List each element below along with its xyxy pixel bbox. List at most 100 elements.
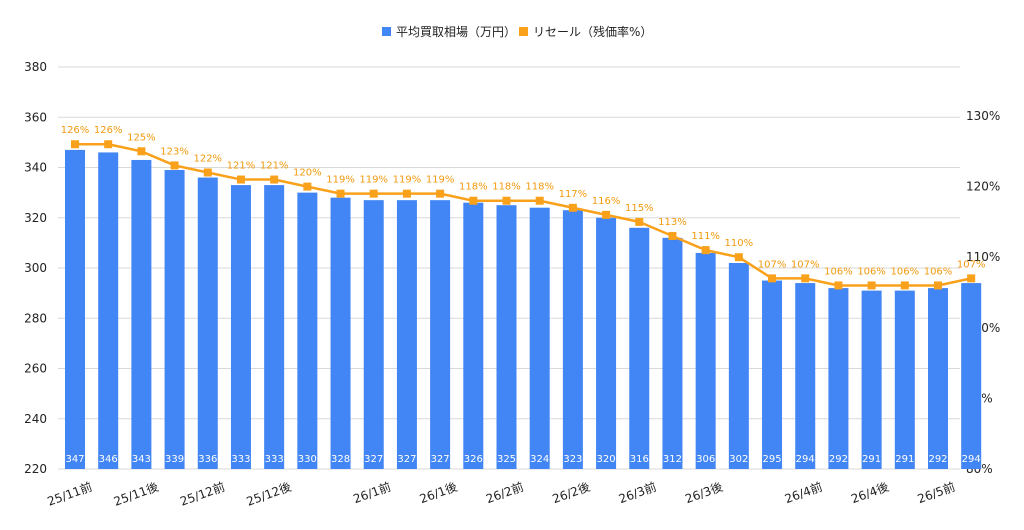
line-data-label: 125% <box>127 132 156 143</box>
bar[interactable] <box>562 210 583 469</box>
x-axis-tick-label: 26/5前 <box>915 479 957 506</box>
bar[interactable] <box>396 200 417 469</box>
line-data-label: 106% <box>857 266 886 277</box>
bar[interactable] <box>961 283 982 469</box>
x-axis-tick-label: 25/11前 <box>45 479 94 509</box>
bar[interactable] <box>728 262 749 469</box>
line-point[interactable] <box>801 274 810 283</box>
bar-data-label: 292 <box>928 454 947 465</box>
line-point[interactable] <box>967 274 976 283</box>
bar[interactable] <box>463 202 484 470</box>
bar[interactable] <box>795 283 816 469</box>
bar[interactable] <box>363 200 384 469</box>
bar[interactable] <box>894 290 915 469</box>
bar[interactable] <box>230 185 251 469</box>
line-data-label: 118% <box>459 182 488 193</box>
bar[interactable] <box>430 200 451 469</box>
bar[interactable] <box>330 197 351 469</box>
line-point[interactable] <box>170 161 179 170</box>
bar[interactable] <box>861 290 882 469</box>
bar-data-label: 294 <box>962 454 981 465</box>
line-point[interactable] <box>934 281 942 290</box>
bar-data-label: 316 <box>630 454 649 465</box>
x-axis-tick-label: 25/12後 <box>245 480 294 509</box>
line-point[interactable] <box>203 168 212 177</box>
bar[interactable] <box>662 237 683 469</box>
line-point[interactable] <box>236 175 245 184</box>
line-point[interactable] <box>369 189 378 198</box>
line-data-label: 107% <box>758 259 787 270</box>
bar[interactable] <box>197 177 218 470</box>
line-data-label: 118% <box>525 182 554 193</box>
bar[interactable] <box>629 227 650 469</box>
line-point[interactable] <box>734 253 743 262</box>
line-point[interactable] <box>436 189 445 198</box>
bar-data-label: 328 <box>331 454 350 465</box>
line-data-label: 106% <box>924 266 953 277</box>
line-point[interactable] <box>701 246 710 255</box>
line-point[interactable] <box>602 210 611 219</box>
line-point[interactable] <box>104 140 113 149</box>
bar-data-label: 312 <box>663 454 682 465</box>
bar[interactable] <box>131 159 152 469</box>
line-point[interactable] <box>137 147 146 156</box>
line-point[interactable] <box>336 189 345 198</box>
bar-data-label: 320 <box>597 454 616 465</box>
y-axis-tick-label: 300 <box>24 261 47 275</box>
legend-swatch-bars <box>382 27 391 36</box>
line-point[interactable] <box>402 189 411 198</box>
y2-axis-tick-label: 110% <box>966 250 1000 264</box>
x-axis-tick-label: 25/11後 <box>112 480 161 509</box>
x-axis-tick-label: 25/12前 <box>178 479 227 509</box>
line-point[interactable] <box>270 175 279 184</box>
line-point[interactable] <box>502 196 511 205</box>
bar[interactable] <box>98 152 119 470</box>
bar-data-label: 295 <box>762 454 781 465</box>
bar[interactable] <box>928 288 948 469</box>
line-point[interactable] <box>834 281 843 290</box>
bar-data-label: 292 <box>829 454 848 465</box>
line-data-label: 126% <box>94 125 123 136</box>
line-point[interactable] <box>668 232 677 241</box>
line-data-label: 120% <box>293 168 322 179</box>
line-data-label: 110% <box>725 238 754 249</box>
line-point[interactable] <box>535 196 544 205</box>
bar[interactable] <box>529 207 550 469</box>
y-axis-tick-label: 320 <box>24 211 47 225</box>
line-point[interactable] <box>469 196 478 205</box>
y-axis-tick-label: 380 <box>24 60 47 74</box>
bar[interactable] <box>496 205 517 469</box>
line-point[interactable] <box>867 281 876 290</box>
x-axis-tick-label: 26/2後 <box>551 480 592 506</box>
bar[interactable] <box>164 170 185 469</box>
line-data-label: 107% <box>957 259 986 270</box>
y-axis-tick-label: 260 <box>24 362 47 376</box>
line-point[interactable] <box>635 217 644 226</box>
bar[interactable] <box>297 192 318 469</box>
legend: 平均買取相場（万円） リセール（残価率%） <box>382 24 652 39</box>
bar[interactable] <box>264 185 285 469</box>
line-point[interactable] <box>568 203 577 212</box>
bar[interactable] <box>828 288 849 469</box>
line-data-label: 118% <box>492 182 521 193</box>
line-point[interactable] <box>900 281 909 290</box>
line-point[interactable] <box>71 140 79 149</box>
line-data-label: 119% <box>359 175 388 186</box>
bar-data-label: 324 <box>530 454 549 465</box>
bar[interactable] <box>65 149 85 469</box>
bar[interactable] <box>762 280 783 469</box>
bar-data-label: 346 <box>99 454 118 465</box>
bar-data-label: 325 <box>497 454 516 465</box>
line-path <box>75 142 972 287</box>
x-axis-tick-label: 26/4前 <box>783 479 825 506</box>
bar[interactable] <box>596 217 617 469</box>
line-data-label: 126% <box>61 125 90 136</box>
line-point[interactable] <box>303 182 312 191</box>
y2-axis-tick-label: 130% <box>966 109 1000 123</box>
bar[interactable] <box>695 252 716 469</box>
line-data-label: 116% <box>592 196 621 207</box>
line-point[interactable] <box>768 274 777 283</box>
line-data-label: 115% <box>625 203 654 214</box>
bar-data-label: 333 <box>265 454 284 465</box>
